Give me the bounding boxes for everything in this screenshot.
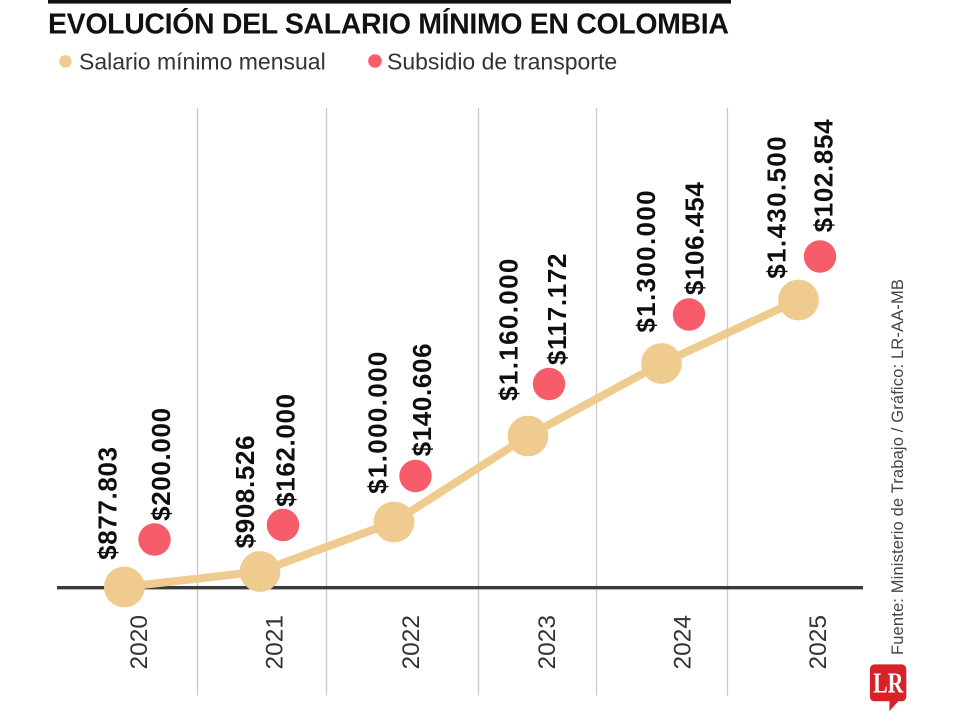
svg-text:Fuente: Ministerio de Trabajo: Fuente: Ministerio de Trabajo / Gráfico:… (889, 279, 907, 655)
svg-text:$162.000: $162.000 (271, 393, 301, 507)
svg-text:$117.172: $117.172 (542, 253, 572, 365)
svg-text:LR: LR (873, 666, 904, 699)
svg-text:2020: 2020 (126, 615, 153, 670)
svg-text:2025: 2025 (805, 615, 832, 670)
svg-text:$1.300.000: $1.300.000 (631, 189, 661, 333)
svg-text:$1.430.500: $1.430.500 (762, 135, 792, 279)
svg-text:Subsidio de transporte: Subsidio de transporte (387, 48, 617, 74)
svg-text:2022: 2022 (398, 615, 425, 670)
svg-text:$200.000: $200.000 (146, 407, 176, 521)
svg-text:2023: 2023 (534, 615, 561, 670)
svg-text:$877.803: $877.803 (92, 446, 122, 560)
svg-text:$1.160.000: $1.160.000 (494, 257, 524, 401)
svg-text:2021: 2021 (261, 615, 288, 670)
svg-text:2024: 2024 (669, 615, 696, 670)
svg-text:$1.000.000: $1.000.000 (363, 350, 393, 494)
svg-text:$102.854: $102.854 (809, 119, 839, 233)
svg-text:$140.606: $140.606 (407, 343, 437, 457)
svg-text:$106.454: $106.454 (679, 181, 709, 295)
svg-text:Salario mínimo mensual: Salario mínimo mensual (79, 48, 326, 74)
svg-text:EVOLUCIÓN DEL SALARIO MÍNIMO E: EVOLUCIÓN DEL SALARIO MÍNIMO EN COLOMBIA (48, 9, 729, 41)
svg-text:$908.526: $908.526 (230, 435, 260, 549)
